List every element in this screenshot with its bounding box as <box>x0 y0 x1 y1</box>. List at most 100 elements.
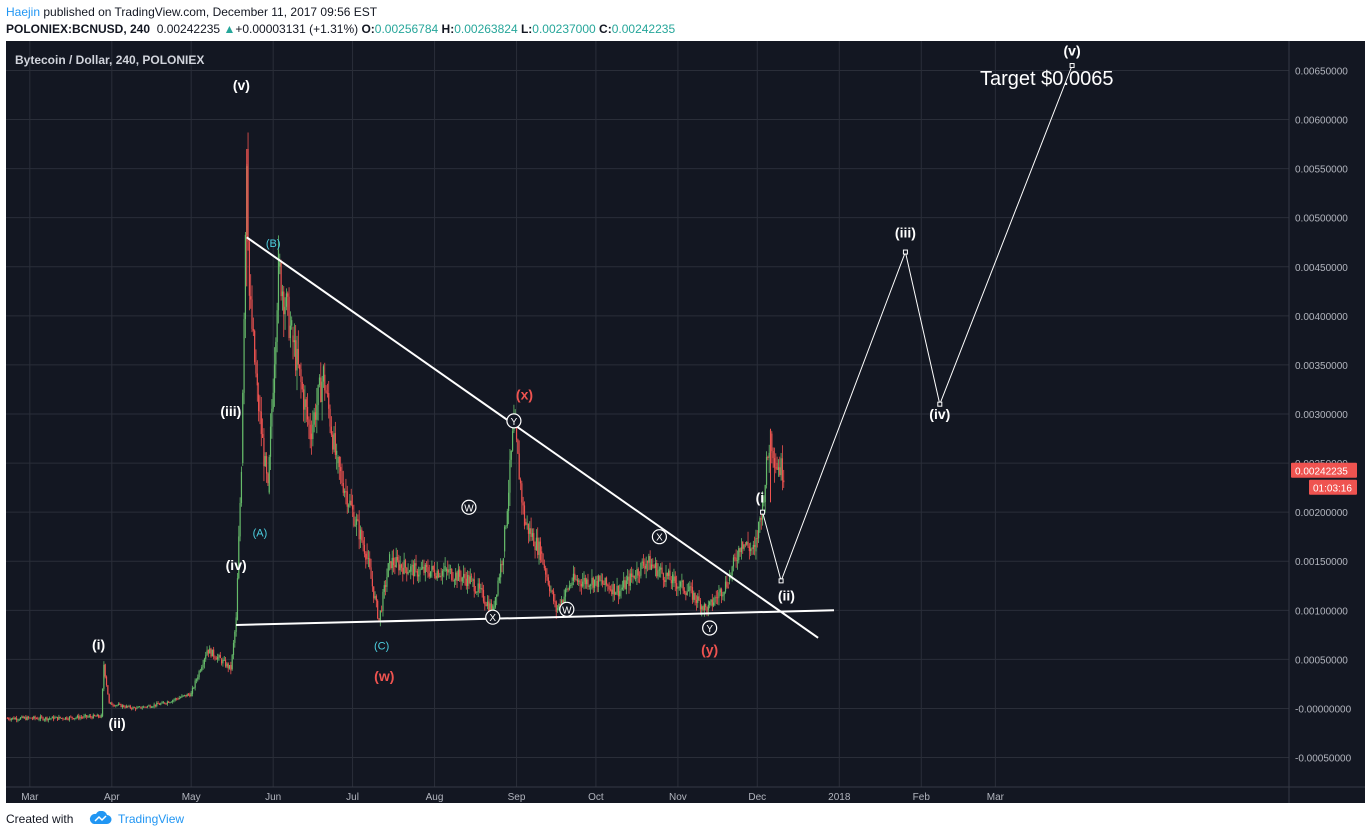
tradingview-link[interactable]: TradingView <box>118 812 185 826</box>
candle-body <box>195 679 198 681</box>
candle-body <box>612 584 614 595</box>
high-value: 0.00263824 <box>454 22 518 36</box>
candle-body <box>33 716 35 719</box>
candle-body <box>552 591 555 602</box>
candle-body <box>488 601 490 611</box>
candle-body <box>560 600 563 608</box>
candle-body <box>580 584 582 587</box>
candle-body <box>485 604 487 607</box>
candle-body <box>70 716 72 718</box>
candle-body <box>545 568 547 575</box>
candle-body <box>424 564 426 573</box>
projection-node <box>778 578 784 584</box>
candle-body <box>304 399 306 410</box>
candle-body <box>103 664 105 689</box>
circle-marker <box>461 499 477 515</box>
candle-body <box>49 718 51 720</box>
candle-body <box>661 567 663 574</box>
candle-body <box>431 566 433 572</box>
candle-body <box>678 586 680 588</box>
wave-label: (ii) <box>778 588 795 604</box>
candle-body <box>292 335 294 343</box>
candle-body <box>303 389 305 410</box>
candle-body <box>381 610 383 612</box>
candle-body <box>22 716 24 719</box>
candle-body <box>359 529 362 540</box>
drawings[interactable] <box>236 63 1075 639</box>
wave-label: (ii) <box>109 715 126 731</box>
candle-body <box>760 517 762 520</box>
circle-marker <box>559 601 575 617</box>
y-tick-label: 0.00600000 <box>1295 116 1348 127</box>
projection-node <box>760 509 766 515</box>
candle-body <box>332 434 334 450</box>
candle-body <box>605 577 608 585</box>
candle-body <box>665 572 667 583</box>
candle-body <box>555 601 557 612</box>
candle-body <box>543 564 545 569</box>
candle-body <box>333 433 335 450</box>
candle-body <box>353 512 355 526</box>
candle-body <box>344 491 346 493</box>
candle-body <box>224 659 227 667</box>
candle-body <box>597 575 600 587</box>
candle-body <box>109 702 112 704</box>
candle-body <box>457 569 459 581</box>
candle-body <box>9 719 11 721</box>
candle-body <box>21 716 23 718</box>
candle-body <box>592 577 594 588</box>
candle-body <box>546 574 548 578</box>
candle-body <box>166 701 168 704</box>
candle-body <box>467 575 469 586</box>
candle-body <box>743 544 745 549</box>
candle-body <box>595 576 597 580</box>
candle-body <box>783 480 785 483</box>
candle-body <box>193 687 195 689</box>
candle-body <box>736 560 739 562</box>
candle-body <box>754 544 756 547</box>
last-price: 0.00242235 <box>156 22 221 36</box>
candle-body <box>445 569 448 572</box>
candle-body <box>650 564 653 570</box>
candle-body <box>383 585 385 592</box>
candle-body <box>172 700 174 702</box>
candle-body <box>162 702 164 704</box>
candle-body <box>739 548 741 553</box>
candle-body <box>202 664 204 668</box>
candle-body <box>686 591 688 595</box>
candle-body <box>607 584 609 586</box>
candle-body <box>751 548 753 550</box>
candle-body <box>74 718 76 720</box>
candle-body <box>78 715 80 719</box>
candle-body <box>707 604 709 611</box>
candle-body <box>87 716 89 718</box>
candle-body <box>148 705 150 707</box>
grid-lines <box>6 41 1289 787</box>
candle-body <box>773 458 776 468</box>
candle-body <box>508 492 510 512</box>
circled-wave-label: X <box>651 529 668 545</box>
price-tag-text: 0.00242235 <box>1295 467 1348 478</box>
high-label: H: <box>441 22 455 36</box>
price-chart[interactable]: 0.00650000 0.00600000 0.00550000 0.00500000… <box>6 41 1365 803</box>
candle-body <box>107 685 109 695</box>
candle-body <box>574 573 576 580</box>
author-link[interactable]: Haejin <box>6 5 41 19</box>
candle-body <box>268 456 270 493</box>
candle-body <box>38 719 40 720</box>
candle-body <box>37 718 39 720</box>
candle-body <box>699 600 702 610</box>
candle-body <box>662 573 664 581</box>
candle-body <box>481 588 483 590</box>
candle-body <box>127 705 129 707</box>
candle-body <box>541 551 543 554</box>
candle-body <box>652 564 654 567</box>
candle-body <box>558 604 560 608</box>
candle-body <box>629 573 631 586</box>
chart-area[interactable]: 0.00650000 0.00600000 0.00550000 0.00500000… <box>6 41 1365 803</box>
candle-body <box>238 536 240 579</box>
candle-body <box>138 706 141 708</box>
candle-body <box>297 348 299 365</box>
candle-body <box>72 718 75 720</box>
candle-body <box>313 412 315 425</box>
